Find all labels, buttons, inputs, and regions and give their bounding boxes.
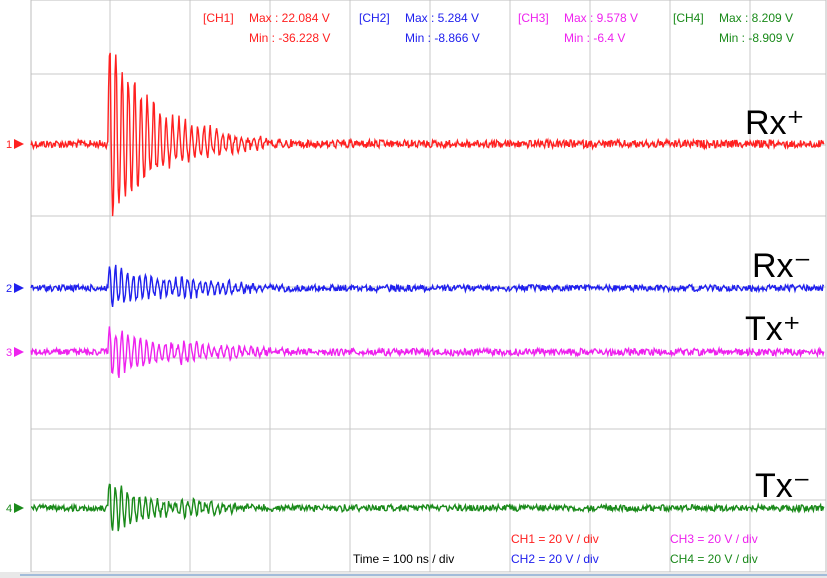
ch1-trace xyxy=(30,52,825,217)
ch1-marker-number: 1 xyxy=(6,139,12,151)
scale-info: Time = 100 ns / div CH1 = 20 V / div CH2… xyxy=(353,532,758,566)
ch2-scale: CH2 = 20 V / div xyxy=(511,552,599,566)
ch2-trace xyxy=(30,264,825,308)
ch3-min: Min : -6.4 V xyxy=(564,31,625,45)
ch1-trace-label: Rx⁺ xyxy=(745,104,805,142)
ch4-min: Min : -8.909 V xyxy=(719,31,794,45)
ch1-scale: CH1 = 20 V / div xyxy=(511,532,599,546)
ch3-trace-label: Tx⁺ xyxy=(745,310,801,348)
ch4-marker-number: 4 xyxy=(6,503,12,515)
ch3-max: Max : 9.578 V xyxy=(564,11,638,25)
ch2-trace-label: Rx⁻ xyxy=(752,247,812,285)
ch4-trace-label: Tx⁻ xyxy=(755,467,811,505)
ch3-tag: [CH3] xyxy=(518,11,549,25)
ch4-trace xyxy=(31,483,825,532)
ch1-marker-arrow xyxy=(14,139,24,149)
ch4-marker-arrow xyxy=(14,503,24,513)
ch2-marker-arrow xyxy=(14,283,24,293)
channel-stats: [CH1] Max : 22.084 V Min : -36.228 V [CH… xyxy=(203,11,794,45)
ch4-max: Max : 8.209 V xyxy=(719,11,793,25)
ch4-tag: [CH4] xyxy=(673,11,704,25)
trace-labels: Rx⁺ Rx⁻ Tx⁺ Tx⁻ xyxy=(745,104,812,505)
ch1-min: Min : -36.228 V xyxy=(249,31,330,45)
ch2-max: Max : 5.284 V xyxy=(405,11,479,25)
channel-markers: 1 2 3 4 xyxy=(6,139,24,515)
ch3-marker-number: 3 xyxy=(6,347,12,359)
ch1-max: Max : 22.084 V xyxy=(249,11,330,25)
ch1-tag: [CH1] xyxy=(203,11,234,25)
ch3-marker-arrow xyxy=(14,347,24,357)
ch4-scale: CH4 = 20 V / div xyxy=(670,552,758,566)
traces xyxy=(30,52,825,532)
ch2-min: Min : -8.866 V xyxy=(405,31,480,45)
ch3-scale: CH3 = 20 V / div xyxy=(670,532,758,546)
timebase-label: Time = 100 ns / div xyxy=(353,552,454,566)
ch2-tag: [CH2] xyxy=(359,11,390,25)
ch3-trace xyxy=(30,326,825,378)
ch2-marker-number: 2 xyxy=(6,283,12,295)
